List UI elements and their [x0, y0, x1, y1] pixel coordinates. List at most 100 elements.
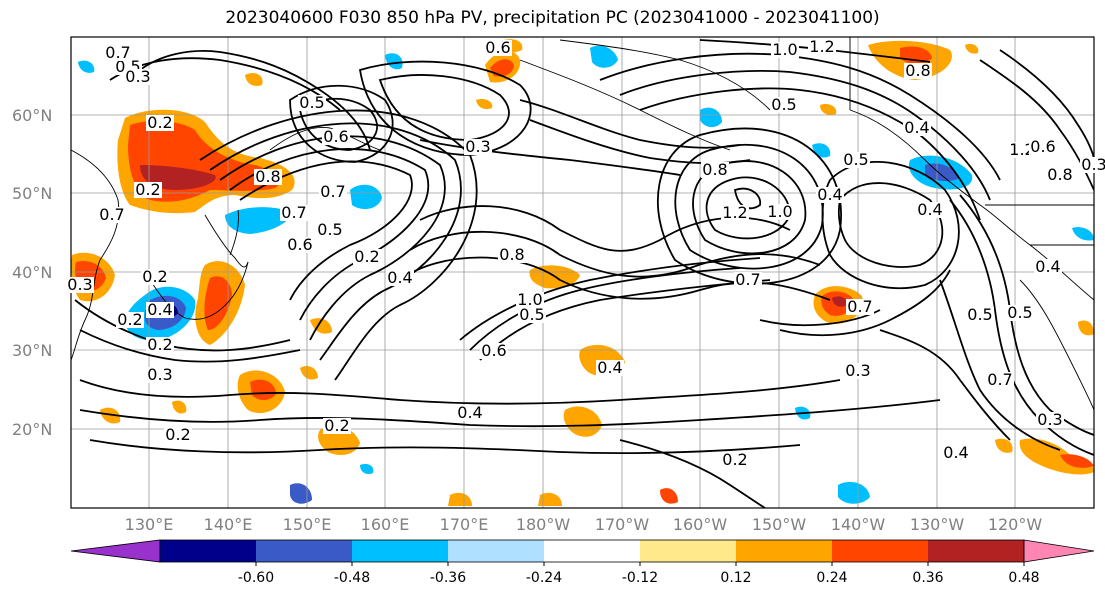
lon-label-180w: 180°W — [516, 515, 571, 534]
colorbar-swatch — [448, 540, 544, 562]
colorbar-tick-label: 0.36 — [912, 570, 943, 586]
lon-label-170w: 170°W — [595, 515, 650, 534]
lon-label-170e: 170°E — [440, 515, 489, 534]
contour-label: 0.5 — [1007, 303, 1032, 322]
contour-label: 0.8 — [905, 61, 930, 80]
colorbar-swatch — [736, 540, 832, 562]
contour-label-background — [904, 63, 932, 79]
contour-label-background — [353, 249, 381, 265]
contour-label-background — [480, 343, 508, 359]
contour-label-background — [766, 204, 794, 220]
lon-label-150w: 150°W — [752, 515, 807, 534]
contour-label-background — [498, 247, 526, 263]
contour-label: 1.0 — [517, 290, 542, 309]
colorbar-swatch — [160, 540, 256, 562]
contour-label: 1.2 — [809, 37, 834, 56]
contour-label: 0.4 — [147, 300, 172, 319]
contour-label: 0.2 — [722, 450, 747, 469]
contour-label: 1.2 — [722, 203, 747, 222]
contour-label-background — [319, 184, 347, 200]
contour-label: 0.6 — [1030, 137, 1055, 156]
contour-label-background — [1006, 305, 1034, 321]
contour-label: 0.3 — [1081, 155, 1105, 174]
contour-label-background — [254, 169, 282, 185]
contour-label-background — [116, 312, 144, 328]
contour-label: 1.2 — [1009, 140, 1034, 159]
contour-label-background — [903, 120, 931, 136]
lon-label-160e: 160°E — [361, 515, 410, 534]
contour-label-background — [286, 237, 314, 253]
contour-label-background — [456, 405, 484, 421]
contour-label-background — [516, 292, 544, 308]
contour-label: 0.4 — [817, 185, 842, 204]
contour-label: 0.2 — [147, 335, 172, 354]
colorbar-outline — [159, 539, 1025, 563]
contour-label: 0.3 — [465, 137, 490, 156]
lat-label-20n: 20°N — [12, 420, 52, 439]
lat-label-40n: 40°N — [12, 263, 52, 282]
colorbar-tick-label: 0.12 — [720, 570, 751, 586]
contour-label: 0.6 — [485, 38, 510, 57]
contour-label: 0.4 — [1035, 257, 1060, 276]
contour-label-background — [1046, 167, 1074, 183]
contour-label-background — [298, 95, 326, 111]
colorbar-swatch — [928, 540, 1024, 562]
colorbar-tick-label: -0.60 — [238, 570, 274, 586]
contour-label-background — [316, 222, 344, 238]
contour-label-background — [846, 299, 874, 315]
colorbar-tick-label: -0.36 — [430, 570, 466, 586]
contour-label-background — [98, 207, 126, 223]
colorbar-tick-label: -0.12 — [622, 570, 658, 586]
colorbar-extend-high — [1023, 539, 1095, 563]
contour-label: 0.7 — [99, 205, 124, 224]
lon-label-160w: 160°W — [673, 515, 728, 534]
contour-label-background — [844, 363, 872, 379]
contour-label: 0.2 — [117, 310, 142, 329]
lat-label-30n: 30°N — [12, 341, 52, 360]
contour-label: 1.0 — [772, 40, 797, 59]
contour-label-background — [942, 445, 970, 461]
pv-contours — [74, 39, 1094, 508]
contour-label-background — [1029, 139, 1057, 155]
contour-label: 0.3 — [67, 275, 92, 294]
contour-label: 0.2 — [147, 113, 172, 132]
contour-label: 0.5 — [519, 305, 544, 324]
lon-label-120w: 120°W — [988, 515, 1043, 534]
contour-label: 0.5 — [967, 305, 992, 324]
colorbar-swatch — [544, 540, 640, 562]
contour-label: 0.5 — [771, 95, 796, 114]
contour-label: 0.6 — [287, 235, 312, 254]
contour-label-background — [721, 205, 749, 221]
lon-label-130w: 130°W — [910, 515, 965, 534]
colorbar-swatches — [70, 539, 1095, 563]
contour-label: 0.8 — [255, 167, 280, 186]
map-frame — [70, 36, 1095, 509]
contour-label: 0.7 — [735, 270, 760, 289]
contour-label-background — [808, 39, 836, 55]
contour-label-background — [916, 202, 944, 218]
contour-label: 0.3 — [845, 361, 870, 380]
contour-label-background — [146, 337, 174, 353]
contour-label: 0.8 — [702, 160, 727, 179]
contour-label-background — [721, 452, 749, 468]
contour-label: 0.2 — [142, 267, 167, 286]
contour-label-background — [816, 187, 844, 203]
contour-label: 0.7 — [320, 182, 345, 201]
contour-label: 0.4 — [943, 443, 968, 462]
contour-label-background — [164, 427, 192, 443]
contour-label-background — [484, 40, 512, 56]
lon-label-150e: 150°E — [283, 515, 332, 534]
contour-label-background — [323, 418, 351, 434]
colorbar-tick-label: -0.24 — [526, 570, 562, 586]
contour-label-background — [771, 42, 799, 58]
contour-label: 0.7 — [281, 203, 306, 222]
contour-label-background — [386, 270, 414, 286]
contour-label-background — [986, 372, 1014, 388]
colorbar-swatch — [352, 540, 448, 562]
contour-label-background — [770, 97, 798, 113]
contour-label-background — [280, 205, 308, 221]
contour-label-background — [596, 360, 624, 376]
colorbar-swatch — [832, 540, 928, 562]
contour-label-background — [518, 307, 546, 323]
